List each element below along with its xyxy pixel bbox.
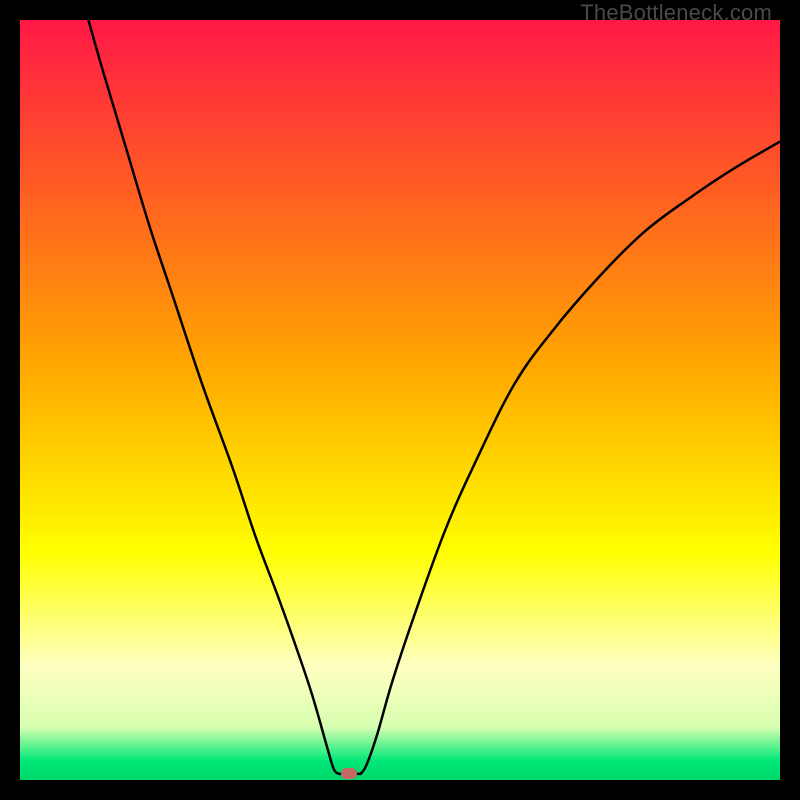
- bottleneck-curve: [0, 0, 800, 800]
- optimal-marker: [341, 768, 357, 779]
- watermark-text: TheBottleneck.com: [580, 0, 772, 26]
- chart-frame: TheBottleneck.com: [0, 0, 800, 800]
